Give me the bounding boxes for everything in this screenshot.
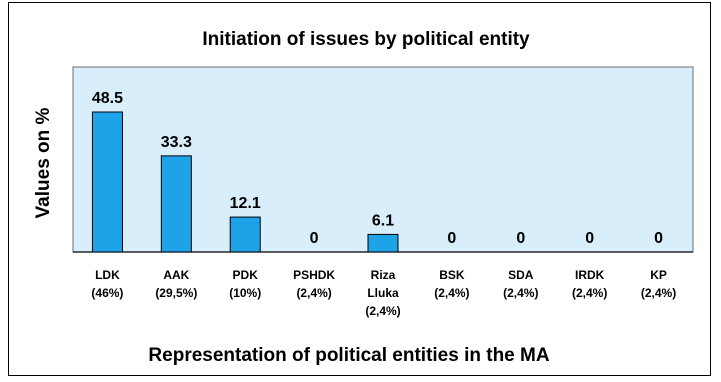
- x-axis-label: Representation of political entities in …: [148, 345, 549, 366]
- bar-pdk-10: [229, 216, 261, 253]
- x-tick-label: LDK (46%): [91, 268, 123, 300]
- chart-frame: Initiation of issues by political entity…: [8, 2, 711, 376]
- value-label: 0: [447, 230, 456, 247]
- x-tick-label: KP (2,4%): [641, 268, 676, 300]
- x-tick-labels-group: LDK (46%) AAK (29,5%) PDK (10%) PSHDK (2,4%) Riz…: [91, 268, 676, 318]
- chart-title: Initiation of issues by political entity: [202, 29, 530, 50]
- x-tick-label: SDA (2,4%): [503, 268, 538, 300]
- value-labels-group: 48.5 33.3 12.1 0 6.1 0 0 0 0: [92, 90, 663, 247]
- bar-aak-295: [160, 155, 192, 253]
- value-label: 48.5: [92, 90, 123, 107]
- bar-riza-lluka-24: [367, 233, 399, 253]
- value-label: 0: [654, 230, 663, 247]
- x-tick-label: AAK (29,5%): [155, 268, 197, 300]
- x-tick-label: IRDK (2,4%): [572, 268, 607, 300]
- x-tick-label: PSHDK (2,4%): [293, 268, 335, 300]
- value-label: 6.1: [372, 212, 394, 229]
- x-tick-label: Riza Lluka (2,4%): [365, 268, 400, 318]
- x-tick-label: PDK (10%): [229, 268, 261, 300]
- value-label: 0: [516, 230, 525, 247]
- bar-ldk-46: [91, 111, 123, 253]
- value-label: 0: [310, 230, 319, 247]
- x-tick-label: BSK (2,4%): [434, 268, 469, 300]
- value-label: 12.1: [230, 195, 261, 212]
- bars-group: [91, 111, 399, 253]
- value-label: 33.3: [161, 134, 192, 151]
- y-axis-label: Values on %: [33, 107, 54, 218]
- bar-chart: Initiation of issues by political entity…: [33, 29, 694, 366]
- value-label: 0: [585, 230, 594, 247]
